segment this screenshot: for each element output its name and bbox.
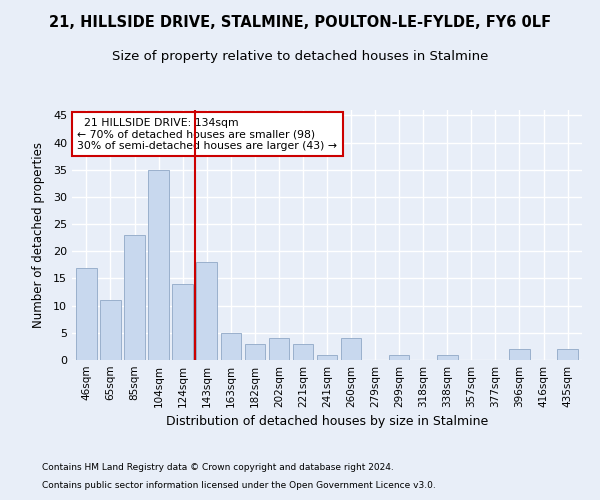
Bar <box>221 333 241 360</box>
Bar <box>172 284 193 360</box>
Bar <box>389 354 409 360</box>
Text: 21 HILLSIDE DRIVE: 134sqm
← 70% of detached houses are smaller (98)
30% of semi-: 21 HILLSIDE DRIVE: 134sqm ← 70% of detac… <box>77 118 337 150</box>
Bar <box>76 268 97 360</box>
Bar <box>317 354 337 360</box>
Bar <box>100 300 121 360</box>
Bar <box>437 354 458 360</box>
Text: Size of property relative to detached houses in Stalmine: Size of property relative to detached ho… <box>112 50 488 63</box>
Bar <box>509 349 530 360</box>
Bar <box>557 349 578 360</box>
X-axis label: Distribution of detached houses by size in Stalmine: Distribution of detached houses by size … <box>166 416 488 428</box>
Text: 21, HILLSIDE DRIVE, STALMINE, POULTON-LE-FYLDE, FY6 0LF: 21, HILLSIDE DRIVE, STALMINE, POULTON-LE… <box>49 15 551 30</box>
Bar <box>196 262 217 360</box>
Bar <box>148 170 169 360</box>
Bar <box>245 344 265 360</box>
Bar <box>124 235 145 360</box>
Bar <box>341 338 361 360</box>
Y-axis label: Number of detached properties: Number of detached properties <box>32 142 44 328</box>
Text: Contains public sector information licensed under the Open Government Licence v3: Contains public sector information licen… <box>42 481 436 490</box>
Bar <box>293 344 313 360</box>
Text: Contains HM Land Registry data © Crown copyright and database right 2024.: Contains HM Land Registry data © Crown c… <box>42 464 394 472</box>
Bar <box>269 338 289 360</box>
